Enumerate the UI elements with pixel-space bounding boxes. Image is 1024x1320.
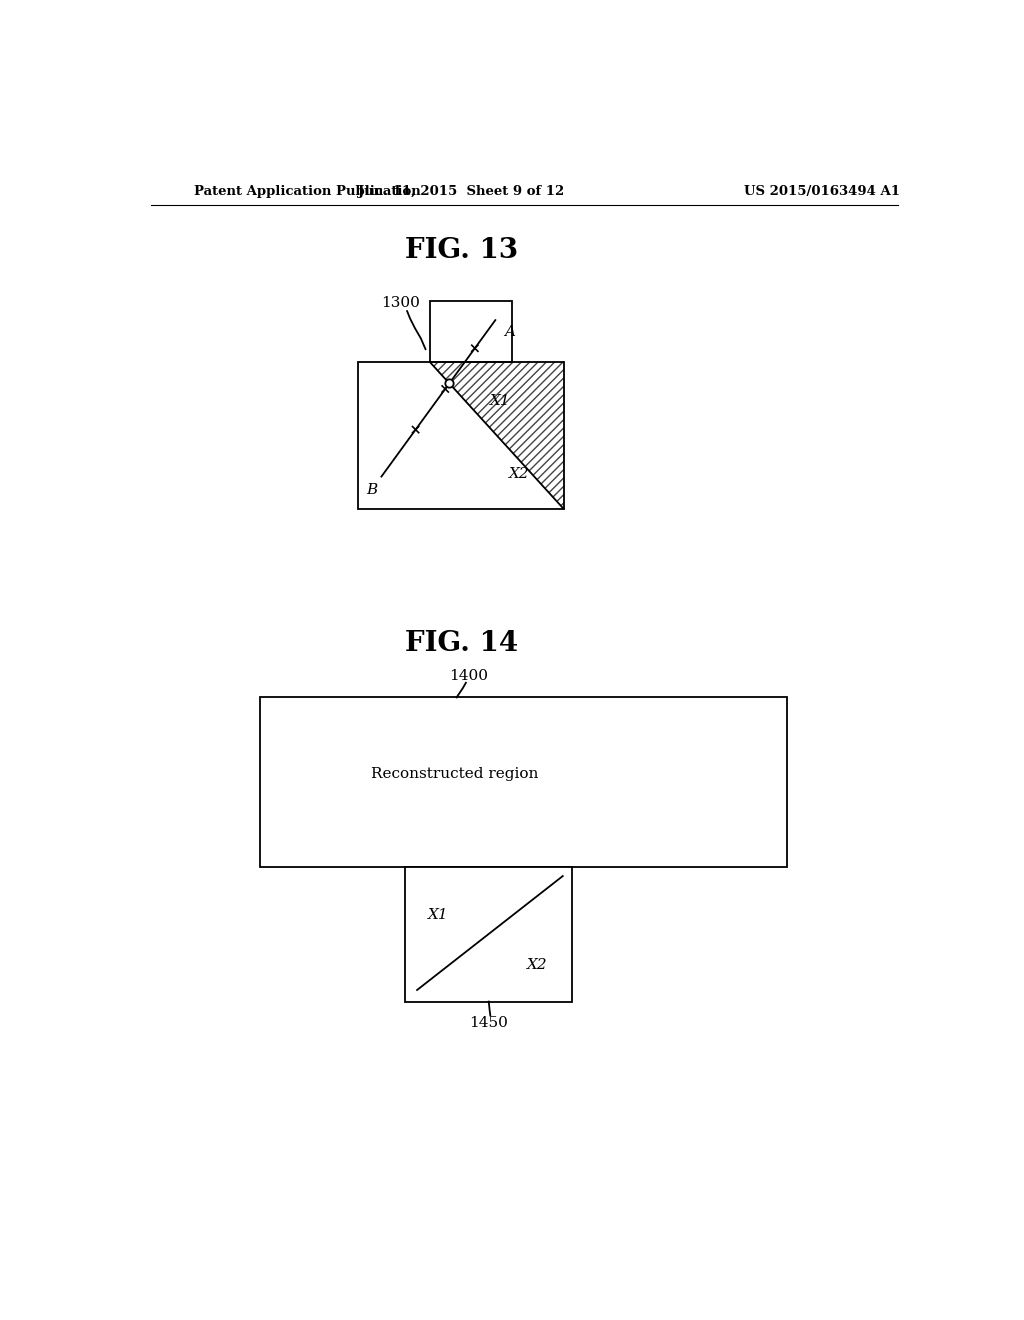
Text: FIG. 13: FIG. 13 [404,238,518,264]
Text: X1: X1 [489,393,510,408]
Text: X1: X1 [428,908,449,921]
Text: 1300: 1300 [381,296,420,310]
Text: Reconstructed region: Reconstructed region [371,767,539,780]
Text: A: A [505,325,516,339]
Bar [406,867,572,1002]
Text: 1450: 1450 [469,1016,508,1030]
Bar [430,301,512,363]
Text: Jun. 11, 2015  Sheet 9 of 12: Jun. 11, 2015 Sheet 9 of 12 [358,185,564,198]
Text: US 2015/0163494 A1: US 2015/0163494 A1 [743,185,900,198]
Bar [358,363,563,508]
Text: FIG. 14: FIG. 14 [404,630,518,657]
Bar [358,363,563,508]
Text: X2: X2 [527,957,548,972]
Text: B: B [367,483,378,496]
Bar [260,697,786,867]
Text: Patent Application Publication: Patent Application Publication [194,185,421,198]
Bar [430,301,512,363]
Text: X2: X2 [509,467,529,480]
Text: 1400: 1400 [450,669,488,682]
